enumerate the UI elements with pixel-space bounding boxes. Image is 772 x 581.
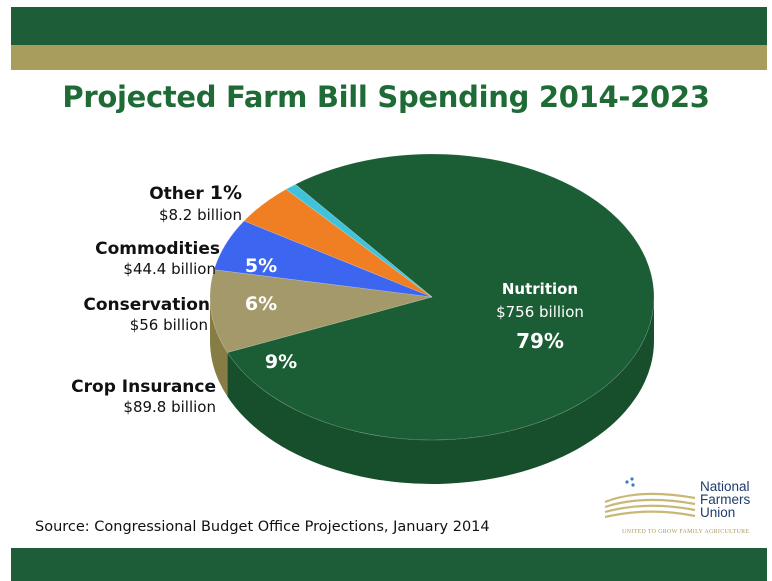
pie-slice-other	[285, 183, 433, 298]
pie-slice-conservation	[213, 220, 433, 298]
logo-tagline: UNITED TO GROW FAMILY AGRICULTURE	[622, 529, 750, 535]
nfu-logo: National Farmers Union UNITED TO GROW FA…	[600, 474, 772, 544]
logo-wordmark: National Farmers Union	[700, 479, 751, 520]
pie-slice-side	[227, 297, 654, 484]
pie-slice-commodities	[243, 188, 433, 298]
wheat-wave-icon	[604, 477, 696, 519]
pie-slice-crop-insurance	[209, 269, 433, 353]
slice-label-percent: 6%	[245, 293, 277, 315]
slice-label-name: Commodities	[95, 239, 220, 259]
slice-label-amount: $56 billion	[130, 316, 208, 334]
slice-label-percent: 5%	[245, 255, 277, 277]
slice-label-amount: $8.2 billion	[159, 206, 242, 224]
source-note: Source: Congressional Budget Office Proj…	[35, 519, 490, 535]
header-band	[11, 7, 767, 45]
slice-label-percent: 79%	[516, 329, 564, 353]
chart-title: Projected Farm Bill Spending 2014-2023	[62, 80, 710, 114]
slice-label-amount: $756 billion	[496, 303, 584, 321]
pie-slice-nutrition	[226, 153, 655, 441]
header-stripe	[11, 45, 767, 70]
slice-label-name: Conservation	[83, 295, 210, 315]
footer-band	[11, 548, 767, 581]
logo-line: Union	[700, 505, 736, 520]
slice-label-percent: 9%	[265, 351, 297, 373]
pie-slice-side	[210, 297, 228, 397]
logo-line: Farmers	[700, 492, 751, 507]
slice-label-name: Crop Insurance	[71, 377, 216, 397]
logo-line: National	[700, 479, 750, 494]
slice-label-amount: $44.4 billion	[123, 260, 216, 278]
slice-label-name: Nutrition	[502, 280, 578, 298]
slice-label-amount: $89.8 billion	[123, 398, 216, 416]
slice-label-name: Other 1%	[149, 182, 242, 204]
